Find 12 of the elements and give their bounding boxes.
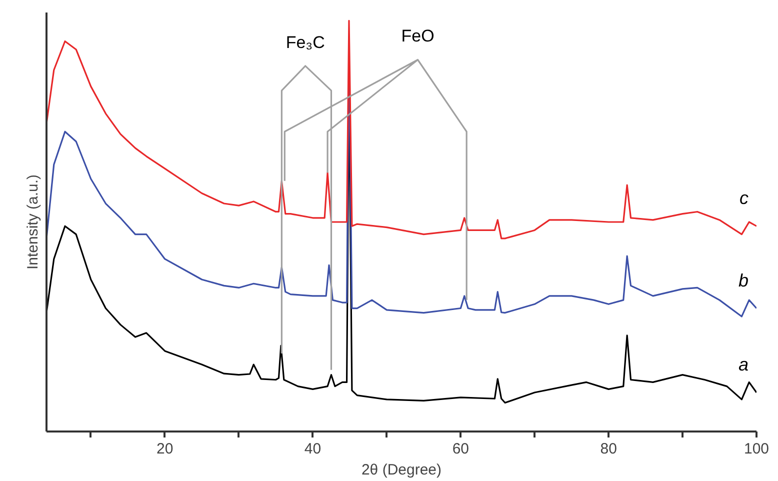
- series-label: b: [738, 270, 749, 290]
- series-label: a: [738, 354, 749, 374]
- x-tick-label: 40: [304, 440, 322, 458]
- annotation: Fe₃C: [286, 32, 325, 52]
- annotation: FeO: [401, 26, 434, 46]
- x-tick-label: 100: [744, 440, 770, 458]
- series-label: c: [740, 188, 748, 208]
- x-tick-label: 80: [600, 440, 617, 458]
- x-tick-label: 60: [452, 440, 470, 458]
- x-tick-label: 20: [156, 440, 174, 458]
- y-axis-title: Intensity (a.u.): [24, 174, 42, 270]
- x-axis-title: 2θ (Degree): [361, 462, 442, 478]
